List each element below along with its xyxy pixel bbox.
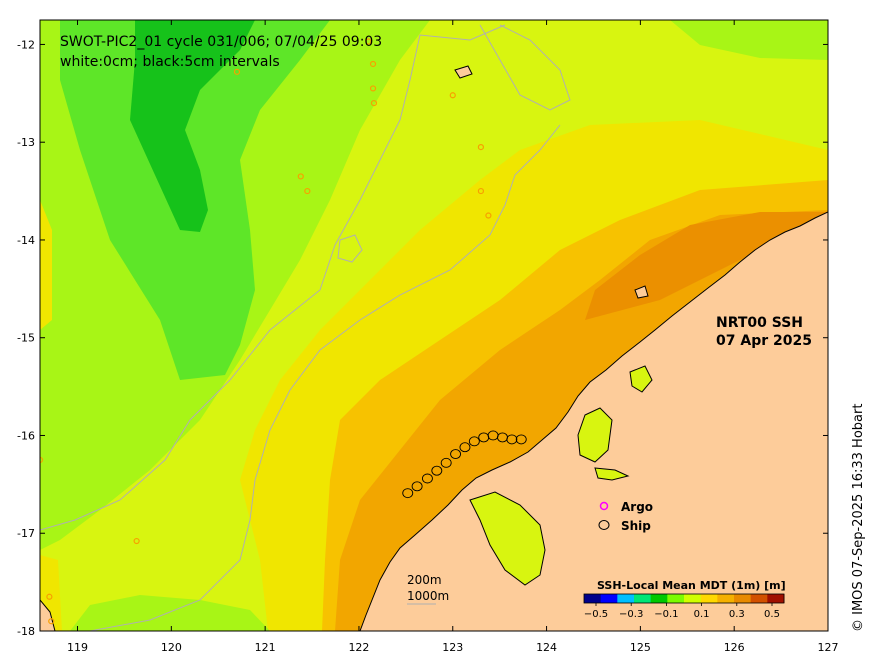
map-plot-area (40, 20, 828, 631)
colorbar-tick-label: 0.5 (764, 609, 780, 620)
colorbar-tick-label: 0.1 (694, 609, 710, 620)
land-island-1 (454, 65, 473, 79)
argo-float (369, 60, 377, 68)
ssh-band-green-bottom (70, 595, 270, 631)
ship-observation (402, 488, 414, 499)
lat-tick-label: -18 (17, 625, 35, 638)
lon-tick-label: 123 (442, 641, 463, 654)
colorbar-cell (750, 594, 768, 603)
lon-tick-label: 122 (348, 641, 369, 654)
isobath-bank (479, 24, 571, 111)
lon-tick-label: 119 (67, 641, 88, 654)
argo-float (48, 618, 55, 625)
ssh-band-edge-left (40, 200, 52, 330)
argo-float (370, 99, 378, 107)
colorbar-cells (584, 594, 785, 603)
colorbar-cell (700, 594, 718, 603)
colorbar-labels: −0.5 −0.3 −0.1 0.1 0.3 0.5 (584, 603, 780, 620)
ship-observation (506, 434, 518, 445)
ship-track (402, 430, 527, 499)
colorbar-cell (584, 594, 602, 603)
ship-observation (459, 442, 471, 453)
lat-tick-label: -14 (17, 234, 35, 247)
ship-observation (515, 434, 527, 445)
argo-float (365, 38, 372, 45)
colorbar-cell (617, 594, 635, 603)
colorbar-frame (583, 593, 785, 604)
lat-tick-label: -12 (17, 38, 35, 51)
colorbar-cell (667, 594, 685, 603)
map-title: SWOT-PIC2_01 cycle 031/006; 07/04/25 09:… (60, 34, 382, 50)
credit-text: © IMOS 07-Sep-2025 16:33 Hobart (851, 404, 866, 632)
lon-tick-label: 125 (630, 641, 651, 654)
isobath-1000m-label: 1000m (407, 589, 449, 603)
argo-float (485, 212, 492, 219)
colorbar-cell (650, 594, 668, 603)
colorbar-cell (734, 594, 752, 603)
isobath-reef (337, 234, 363, 263)
argo-legend-marker (599, 501, 609, 511)
lat-tick-label: -16 (17, 429, 35, 442)
map-subtitle: white:0cm; black:5cm intervals (60, 54, 280, 70)
ship-observation (440, 457, 452, 468)
lon-tick-label: 127 (818, 641, 839, 654)
product-date: 07 Apr 2025 (716, 333, 812, 349)
argo-float (369, 85, 377, 92)
inlet-collier-bay (577, 407, 613, 463)
isobath-legend: 200m 1000m (407, 573, 449, 605)
axis-ticks: 119 120 121 122 123 124 125 126 127 -12 -13 -14 -15 -… (17, 20, 839, 654)
argo-float (449, 92, 456, 99)
plot-frame (39, 19, 829, 632)
argo-float (46, 593, 53, 600)
argo-floats (40, 38, 492, 625)
colorbar-cell (684, 594, 702, 603)
isobath-1000m (40, 24, 506, 531)
argo-float (233, 68, 241, 75)
land-island-2 (634, 285, 649, 299)
argo-float (477, 143, 485, 151)
colorbar-title: SSH-Local Mean MDT (1m) [m] (597, 579, 786, 592)
ssh-band-green-topright (670, 20, 828, 60)
colorbar-cell (600, 594, 618, 603)
lat-tick-label: -13 (17, 136, 35, 149)
inlet-prince-regent (629, 365, 653, 393)
ship-observation (411, 481, 423, 492)
ship-observation (421, 473, 433, 484)
colorbar-tick-label: −0.5 (584, 609, 608, 620)
colorbar-cell (717, 594, 735, 603)
inlet-walcott (594, 467, 630, 481)
lat-tick-label: -17 (17, 527, 35, 540)
argo-float (40, 456, 44, 464)
ship-observation (450, 449, 462, 460)
lon-tick-label: 124 (536, 641, 557, 654)
isobath-200m (89, 124, 561, 631)
colorbar-cell (634, 594, 652, 603)
lon-tick-label: 120 (161, 641, 182, 654)
colorbar: SSH-Local Mean MDT (1m) [m] −0.5 −0.3 −0.1… (583, 579, 786, 620)
argo-float (304, 187, 311, 195)
colorbar-tick-label: 0.3 (729, 609, 745, 620)
colorbar-cell (767, 594, 785, 603)
ssh-band-green-dark (130, 20, 255, 232)
ship-observation (431, 465, 443, 476)
ship-observation (468, 436, 480, 447)
product-name: NRT00 SSH (716, 315, 803, 331)
lon-tick-label: 121 (255, 641, 276, 654)
argo-legend-label: Argo (621, 500, 653, 514)
ship-legend-label: Ship (621, 519, 651, 533)
lat-tick-label: -15 (17, 332, 35, 345)
argo-float (133, 537, 140, 545)
isobath-200m-label: 200m (407, 573, 442, 587)
ship-legend-marker (598, 520, 610, 530)
lon-tick-label: 126 (724, 641, 745, 654)
colorbar-tick-label: −0.3 (619, 609, 643, 620)
argo-float (477, 187, 485, 195)
inlet-king-sound (469, 491, 546, 586)
colorbar-tick-label: −0.1 (654, 609, 678, 620)
legend: Argo Ship (598, 500, 653, 533)
argo-float (297, 173, 304, 180)
